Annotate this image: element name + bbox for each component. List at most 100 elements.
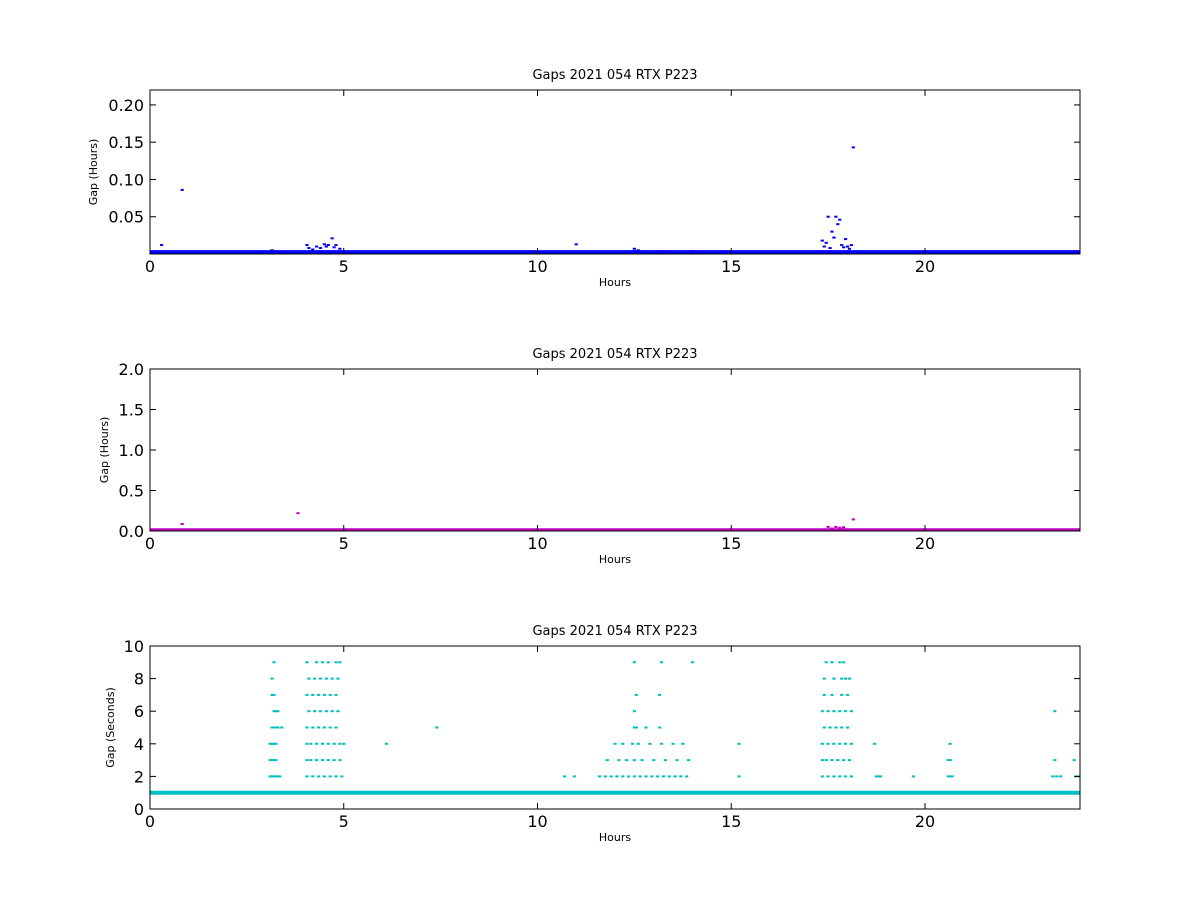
data-point xyxy=(828,247,832,250)
y-tick-label: 10 xyxy=(124,637,144,656)
data-point xyxy=(305,244,309,247)
data-point xyxy=(384,742,388,745)
y-tick-label: 1.0 xyxy=(119,441,144,460)
data-point xyxy=(832,677,836,680)
x-tick-label: 0 xyxy=(145,534,155,553)
data-point xyxy=(849,775,853,778)
data-point xyxy=(636,742,640,745)
y-tick-label: 0.0 xyxy=(119,522,144,541)
data-point xyxy=(572,775,576,778)
data-point xyxy=(828,726,832,729)
chart-title: Gaps 2021 054 RTX P223 xyxy=(532,68,697,83)
data-point xyxy=(272,726,276,729)
data-point xyxy=(318,710,323,713)
data-point xyxy=(849,710,853,713)
data-point xyxy=(820,775,824,778)
data-point xyxy=(659,742,664,745)
data-point xyxy=(630,742,635,745)
y-axis-label: Gap (Seconds) xyxy=(104,687,117,768)
data-point xyxy=(644,726,648,729)
data-point xyxy=(836,223,840,226)
data-point xyxy=(330,237,334,240)
data-point xyxy=(832,775,836,778)
data-point xyxy=(322,775,326,778)
x-tick-label: 5 xyxy=(339,812,349,831)
data-point xyxy=(845,726,850,729)
data-point xyxy=(687,759,691,762)
plot-frame xyxy=(149,89,1081,255)
data-point xyxy=(822,726,826,729)
data-point xyxy=(681,742,685,745)
data-point xyxy=(820,759,824,762)
chart-title: Gaps 2021 054 RTX P223 xyxy=(532,624,697,639)
data-point xyxy=(338,759,342,762)
data-point xyxy=(334,244,338,247)
data-point xyxy=(838,218,842,221)
data-point xyxy=(272,693,276,696)
data-layer xyxy=(150,661,1080,795)
x-axis-label: Hours xyxy=(599,831,631,844)
x-tick-label: 15 xyxy=(721,257,741,276)
x-tick-label: 10 xyxy=(527,257,547,276)
data-point xyxy=(830,661,834,664)
data-point xyxy=(305,661,309,664)
data-point xyxy=(679,775,683,778)
data-point xyxy=(657,726,662,729)
data-point xyxy=(615,775,619,778)
x-tick-label: 5 xyxy=(339,534,349,553)
series-1 xyxy=(160,146,855,253)
data-point xyxy=(305,742,309,745)
data-point xyxy=(830,527,834,530)
x-axis-label: Hours xyxy=(599,553,631,566)
data-point xyxy=(336,710,340,713)
data-point xyxy=(685,775,689,778)
data-point xyxy=(625,759,629,762)
data-point xyxy=(1053,710,1057,713)
data-point xyxy=(309,759,313,762)
data-point xyxy=(307,247,311,250)
data-point xyxy=(332,246,336,249)
data-point xyxy=(832,742,836,745)
data-point xyxy=(326,742,330,745)
data-point xyxy=(851,146,855,149)
data-point xyxy=(950,775,954,778)
data-point xyxy=(648,742,652,745)
data-point xyxy=(840,726,844,729)
x-tick-label: 5 xyxy=(339,257,349,276)
data-point xyxy=(435,726,439,729)
x-tick-label: 10 xyxy=(527,812,547,831)
data-point xyxy=(322,693,326,696)
data-point xyxy=(948,759,952,762)
x-tick-label: 0 xyxy=(145,257,155,276)
x-tick-label: 15 xyxy=(721,812,741,831)
data-point xyxy=(849,244,853,247)
data-point xyxy=(328,693,332,696)
data-point xyxy=(320,759,325,762)
chart-panel-2: Gaps 2021 054 RTX P223 0 5 10 15 20 0.0 0.5 1.0 1… xyxy=(98,347,1081,566)
data-point xyxy=(874,775,879,778)
data-point xyxy=(632,775,636,778)
data-point xyxy=(840,677,844,680)
data-point xyxy=(675,759,679,762)
data-point xyxy=(338,247,342,250)
data-point xyxy=(296,512,300,515)
data-point xyxy=(824,241,828,244)
data-point xyxy=(342,742,346,745)
data-point xyxy=(1072,759,1076,762)
data-point xyxy=(330,677,334,680)
data-point xyxy=(824,759,828,762)
data-point xyxy=(838,661,842,664)
y-tick-label: 2 xyxy=(134,767,144,786)
data-point xyxy=(320,742,325,745)
data-point xyxy=(632,726,636,729)
data-point xyxy=(311,248,315,251)
data-point xyxy=(318,247,323,250)
data-point xyxy=(842,246,846,249)
data-point xyxy=(638,775,642,778)
data-point xyxy=(274,742,278,745)
data-point xyxy=(276,726,280,729)
data-point xyxy=(307,710,311,713)
y-tick-label: 0.10 xyxy=(108,170,144,189)
chart-panel-1: Gaps 2021 054 RTX P223 0 5 10 15 20 0.05 0.10 0.… xyxy=(87,68,1081,289)
